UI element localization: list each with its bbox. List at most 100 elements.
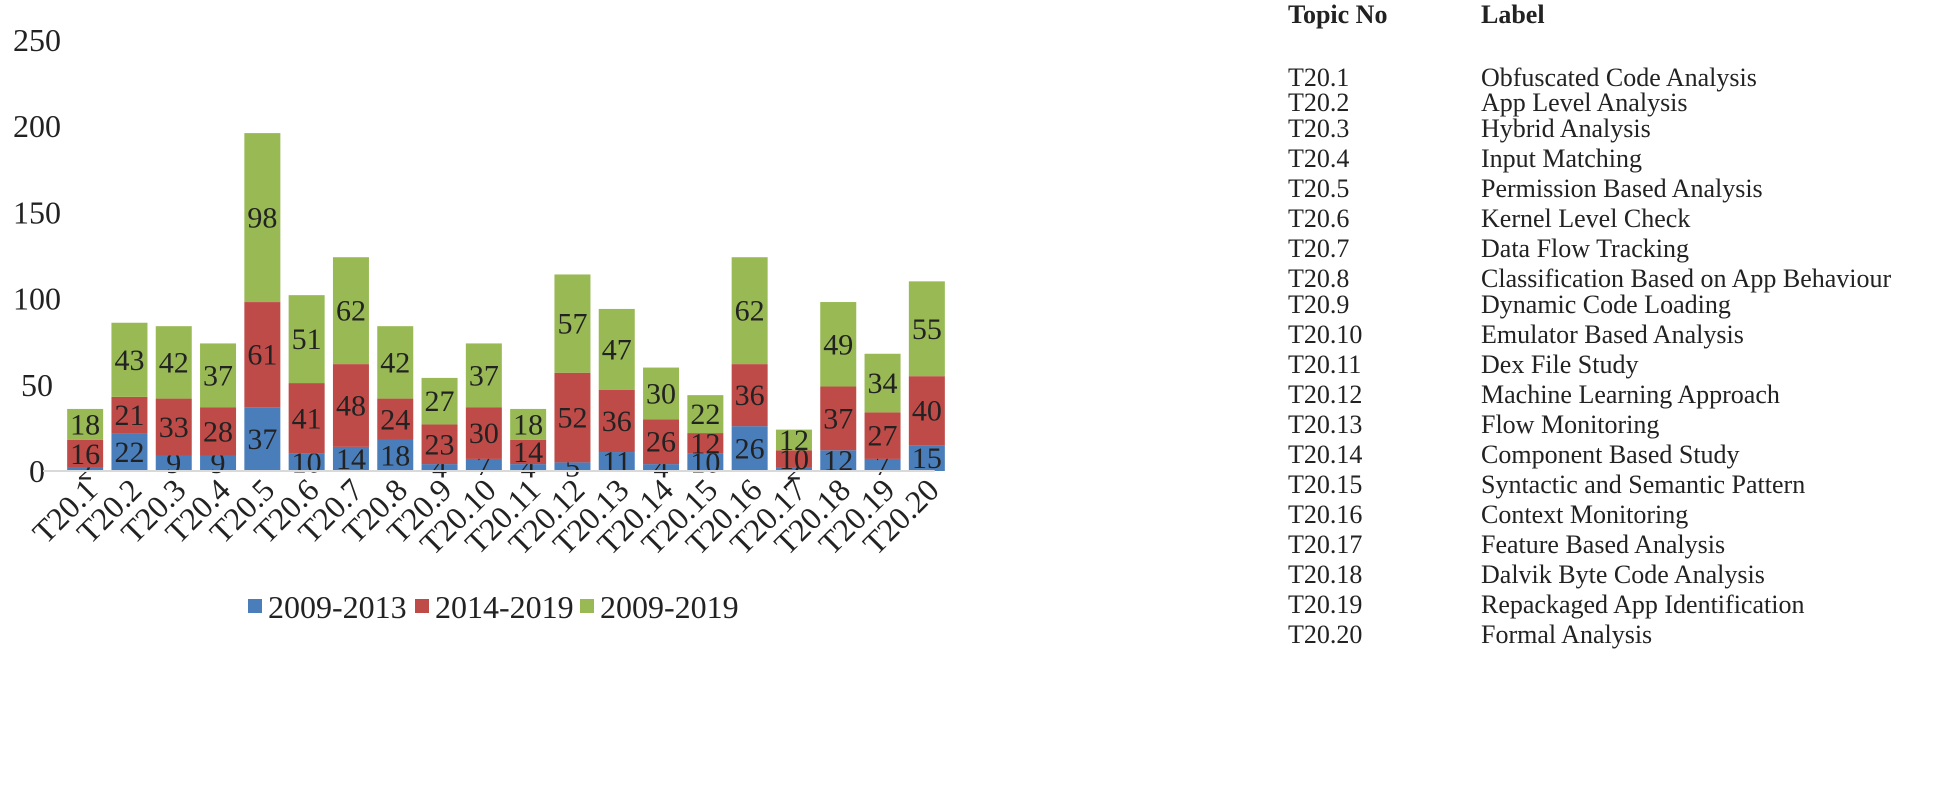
y-tick-label: 200 bbox=[13, 108, 61, 144]
data-label: 33 bbox=[159, 411, 189, 444]
topic-no: T20.11 bbox=[1288, 350, 1362, 379]
bar-segment bbox=[288, 295, 325, 384]
topic-label: Permission Based Analysis bbox=[1481, 174, 1763, 203]
topic-no: T20.13 bbox=[1288, 410, 1363, 439]
data-label: 98 bbox=[247, 202, 277, 235]
bar-segment bbox=[598, 389, 635, 453]
data-label: 18 bbox=[513, 408, 543, 441]
bar-segment bbox=[554, 372, 591, 463]
legend-swatch bbox=[580, 599, 594, 613]
topic-row: T20.16 Context Monitoring bbox=[1288, 500, 1954, 530]
bar-segment bbox=[200, 407, 237, 456]
bar-segment bbox=[775, 450, 812, 468]
bar-segment bbox=[864, 353, 901, 413]
data-label: 43 bbox=[114, 344, 144, 377]
bar-segment bbox=[244, 407, 281, 471]
y-tick-label: 250 bbox=[13, 22, 61, 58]
data-label: 61 bbox=[247, 339, 277, 372]
data-label: 40 bbox=[912, 395, 942, 428]
data-label: 51 bbox=[292, 323, 322, 356]
topic-label: App Level Analysis bbox=[1481, 88, 1688, 117]
bars: 2161822214393342928373761981041511448621… bbox=[67, 133, 945, 486]
data-label: 28 bbox=[203, 415, 233, 448]
bar-segment bbox=[820, 386, 857, 451]
bar-segment bbox=[67, 439, 104, 468]
data-label: 27 bbox=[425, 385, 455, 418]
topic-label: Context Monitoring bbox=[1481, 500, 1689, 529]
bar-segment bbox=[465, 407, 502, 459]
bar-segment bbox=[200, 455, 237, 471]
bar-segment bbox=[377, 398, 414, 440]
bar-segment bbox=[111, 396, 148, 434]
data-label: 37 bbox=[203, 359, 233, 392]
bar-segment bbox=[554, 274, 591, 373]
bar-segment bbox=[332, 257, 369, 365]
topic-label: Flow Monitoring bbox=[1481, 410, 1660, 439]
bar-segment bbox=[864, 412, 901, 459]
data-label: 16 bbox=[70, 438, 100, 471]
data-label: 26 bbox=[735, 433, 765, 466]
bar-segment bbox=[510, 408, 547, 440]
bar-segment bbox=[687, 453, 724, 471]
topic-row: T20.17 Feature Based Analysis bbox=[1288, 530, 1954, 560]
topic-label: Classification Based on App Behaviour bbox=[1481, 264, 1892, 293]
topic-no-header: Topic No bbox=[1288, 0, 1388, 29]
data-label: 36 bbox=[602, 405, 632, 438]
topic-label: Dynamic Code Loading bbox=[1481, 290, 1731, 319]
data-label: 26 bbox=[646, 426, 676, 459]
topic-no: T20.7 bbox=[1288, 234, 1350, 263]
topic-row: T20.8 Classification Based on App Behavio… bbox=[1288, 264, 1954, 294]
bar-segment bbox=[864, 458, 901, 471]
topic-row: T20.4 Input Matching bbox=[1288, 144, 1954, 174]
topic-row: T20.11 Dex File Study bbox=[1288, 350, 1954, 380]
bar-segment bbox=[775, 467, 812, 471]
data-label: 15 bbox=[912, 442, 942, 475]
topic-row: T20.9 Dynamic Code Loading bbox=[1288, 290, 1954, 320]
data-label: 37 bbox=[247, 423, 277, 456]
bar-segment bbox=[377, 326, 414, 399]
bar-segment bbox=[510, 439, 547, 465]
y-tick-label: 150 bbox=[13, 194, 61, 230]
topic-row: T20.3 Hybrid Analysis bbox=[1288, 114, 1954, 144]
bar-segment bbox=[775, 429, 812, 451]
data-label: 12 bbox=[779, 424, 809, 457]
bar-segment bbox=[908, 281, 945, 377]
data-label: 24 bbox=[380, 403, 410, 436]
topic-row: T20.10 Emulator Based Analysis bbox=[1288, 320, 1954, 350]
topic-row: T20.12 Machine Learning Approach bbox=[1288, 380, 1954, 410]
data-label: 42 bbox=[159, 346, 189, 379]
data-label: 27 bbox=[868, 420, 898, 453]
y-tick-label: 100 bbox=[13, 281, 61, 317]
topic-row: T20.15 Syntactic and Semantic Pattern bbox=[1288, 470, 1954, 500]
data-label: 49 bbox=[823, 328, 853, 361]
x-axis-categories: T20.1T20.2T20.3T20.4T20.5T20.6T20.7T20.8… bbox=[25, 471, 946, 561]
data-label: 30 bbox=[469, 417, 499, 450]
topic-label: Hybrid Analysis bbox=[1481, 114, 1651, 143]
topic-no: T20.12 bbox=[1288, 380, 1363, 409]
topic-no: T20.1 bbox=[1288, 63, 1350, 92]
topic-row: T20.2 App Level Analysis bbox=[1288, 88, 1954, 118]
bar-segment bbox=[200, 343, 237, 408]
bar-segment bbox=[908, 445, 945, 471]
bar-segment bbox=[643, 367, 680, 420]
topic-label: Input Matching bbox=[1481, 144, 1643, 173]
bar-segment bbox=[908, 376, 945, 446]
bar-segment bbox=[111, 322, 148, 397]
data-label: 57 bbox=[557, 308, 587, 341]
y-tick-label: 50 bbox=[21, 367, 53, 403]
topic-row: T20.5 Permission Based Analysis bbox=[1288, 174, 1954, 204]
topic-row: T20.1 Obfuscated Code Analysis bbox=[1288, 63, 1954, 93]
bar-segment bbox=[510, 464, 547, 471]
bar-segment bbox=[288, 383, 325, 454]
bar-segment bbox=[332, 446, 369, 471]
data-label: 42 bbox=[380, 346, 410, 379]
topic-no: T20.9 bbox=[1288, 290, 1350, 319]
topic-no: T20.4 bbox=[1288, 144, 1350, 173]
topic-row: T20.13 Flow Monitoring bbox=[1288, 410, 1954, 440]
data-label: 55 bbox=[912, 313, 942, 346]
data-label: 30 bbox=[646, 377, 676, 410]
bar-segment bbox=[155, 326, 192, 399]
data-label: 36 bbox=[735, 379, 765, 412]
topic-row: T20.20 Formal Analysis bbox=[1288, 620, 1954, 650]
